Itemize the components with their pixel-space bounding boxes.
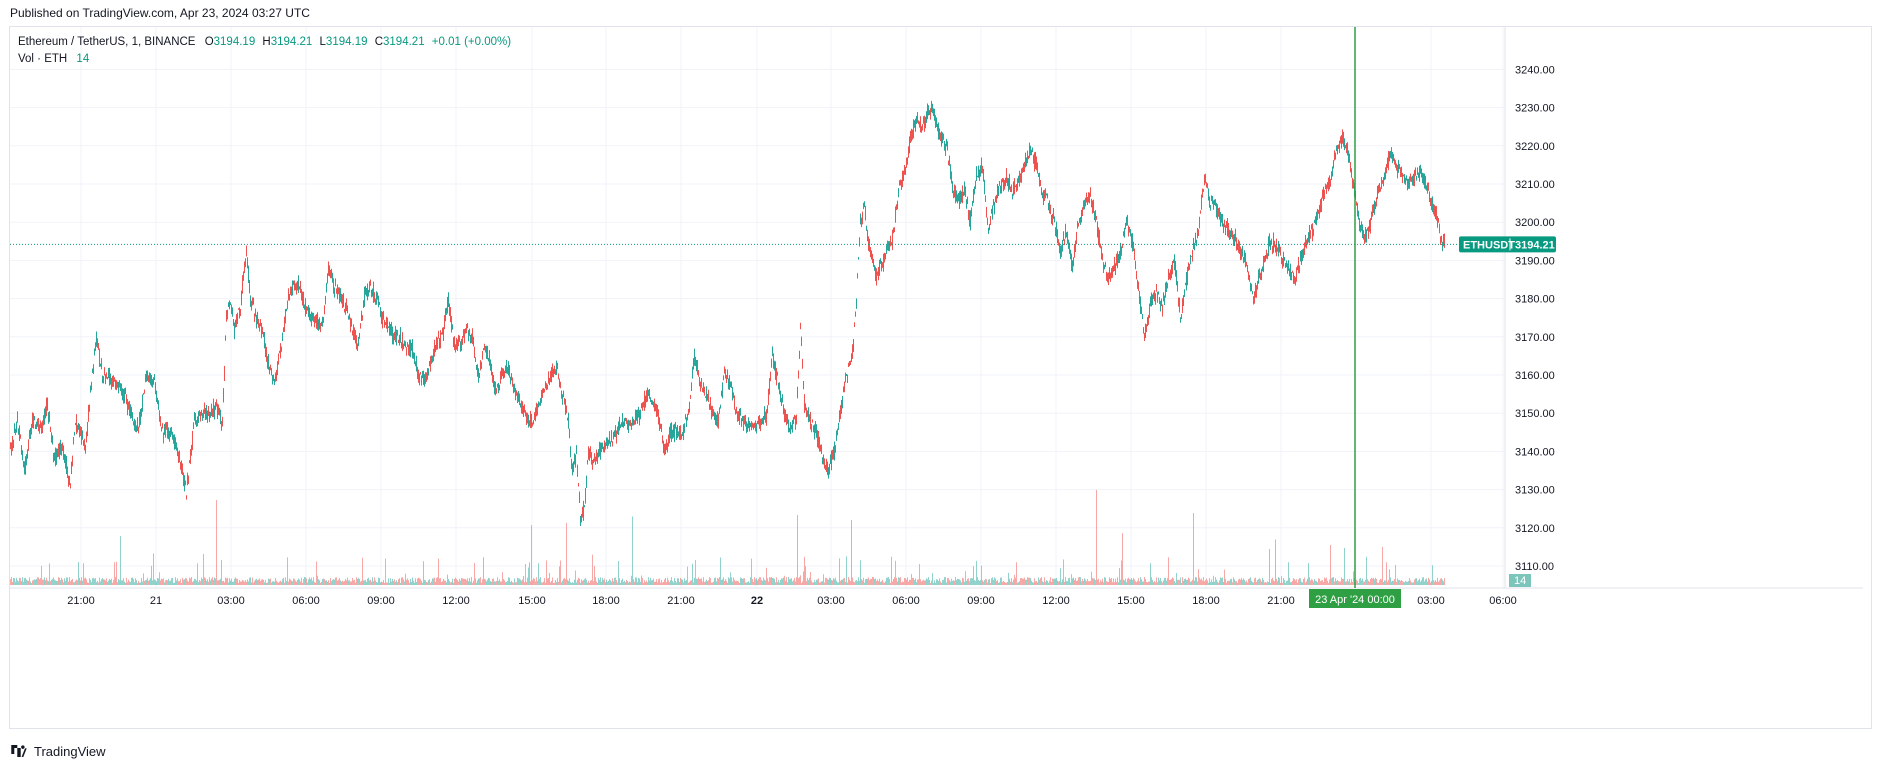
x-axis-tick-label: 12:00 (442, 595, 470, 607)
ohlc-row: Ethereum / TetherUS, 1, BINANCE O3194.19… (18, 34, 511, 51)
price-tag-symbol: ETHUSDT (1463, 239, 1515, 251)
y-axis-tick-label: 3180.00 (1515, 294, 1555, 306)
tradingview-logo-icon[interactable] (10, 745, 28, 757)
y-axis-tick-label: 3210.00 (1515, 179, 1555, 191)
volume-row: Vol · ETH 14 (18, 51, 511, 68)
y-axis-tick-label: 3150.00 (1515, 408, 1555, 420)
x-axis-tick-label: 18:00 (592, 595, 620, 607)
x-axis-tick-label: 06:00 (1489, 595, 1517, 607)
x-axis-tick-label: 22 (751, 595, 763, 607)
y-axis-tick-label: 3230.00 (1515, 103, 1555, 115)
x-axis-tick-label: 12:00 (1042, 595, 1070, 607)
x-axis-tick-label: 21:00 (67, 595, 95, 607)
x-axis-tick-label: 09:00 (967, 595, 995, 607)
x-axis-tick-label: 15:00 (518, 595, 546, 607)
x-axis-tick-label: 03:00 (1417, 595, 1445, 607)
low-label: L (319, 36, 326, 48)
price-tag-value: 3194.21 (1515, 239, 1555, 251)
chart-legend: Ethereum / TetherUS, 1, BINANCE O3194.19… (18, 34, 511, 68)
y-axis-tick-label: 3130.00 (1515, 485, 1555, 497)
x-axis-tick-label: 03:00 (817, 595, 845, 607)
high-value: 3194.21 (270, 36, 313, 48)
x-axis-tick-label: 06:00 (892, 595, 920, 607)
x-axis-tick-label: 06:00 (292, 595, 320, 607)
price-tag: ETHUSDT 3194.21 (1459, 236, 1556, 253)
y-axis-tick-label: 3140.00 (1515, 446, 1555, 458)
x-axis-tick-label: 18:00 (1192, 595, 1220, 607)
crosshair-time-label: 23 Apr '24 00:00 (1315, 594, 1395, 606)
y-axis-tick-label: 3120.00 (1515, 523, 1555, 535)
high-label: H (262, 36, 271, 48)
close-label: C (374, 36, 384, 48)
x-axis-tick-label: 03:00 (217, 595, 245, 607)
y-axis-tick-label: 3220.00 (1515, 141, 1555, 153)
x-axis-tick-label: 09:00 (367, 595, 395, 607)
y-axis-tick-label: 3160.00 (1515, 370, 1555, 382)
change-value: +0.01 (+0.00%) (431, 36, 512, 48)
y-axis-tick-label: 3110.00 (1515, 561, 1554, 573)
x-axis-tick-label: 15:00 (1117, 595, 1145, 607)
open-value: 3194.19 (213, 36, 256, 48)
y-axis-tick-label: 3200.00 (1515, 217, 1555, 229)
symbol-description[interactable]: Ethereum / TetherUS, 1, BINANCE (18, 36, 196, 48)
x-axis-tick-label: 21:00 (1267, 595, 1295, 607)
x-axis-tick-label: 21:00 (667, 595, 695, 607)
volume-tag-value: 14 (1514, 575, 1526, 587)
crosshair-time-background (1309, 589, 1401, 608)
y-axis-tick-label: 3190.00 (1515, 255, 1555, 267)
footer-brand[interactable]: TradingView (34, 743, 106, 759)
low-value: 3194.19 (325, 36, 368, 48)
y-axis-tick-label: 3240.00 (1515, 64, 1555, 76)
published-caption: Published on TradingView.com, Apr 23, 20… (10, 6, 310, 20)
x-axis-tick-label: 21 (150, 595, 162, 607)
open-label: O (204, 36, 214, 48)
footer: TradingView (10, 742, 106, 760)
volume-value: 14 (76, 53, 90, 65)
price-tag-background (1459, 236, 1556, 253)
volume-tag-background (1509, 574, 1531, 587)
chart-frame[interactable] (9, 26, 1872, 729)
y-axis-tick-label: 3170.00 (1515, 332, 1555, 344)
close-value: 3194.21 (383, 36, 425, 48)
volume-label[interactable]: Vol · ETH (18, 53, 68, 65)
